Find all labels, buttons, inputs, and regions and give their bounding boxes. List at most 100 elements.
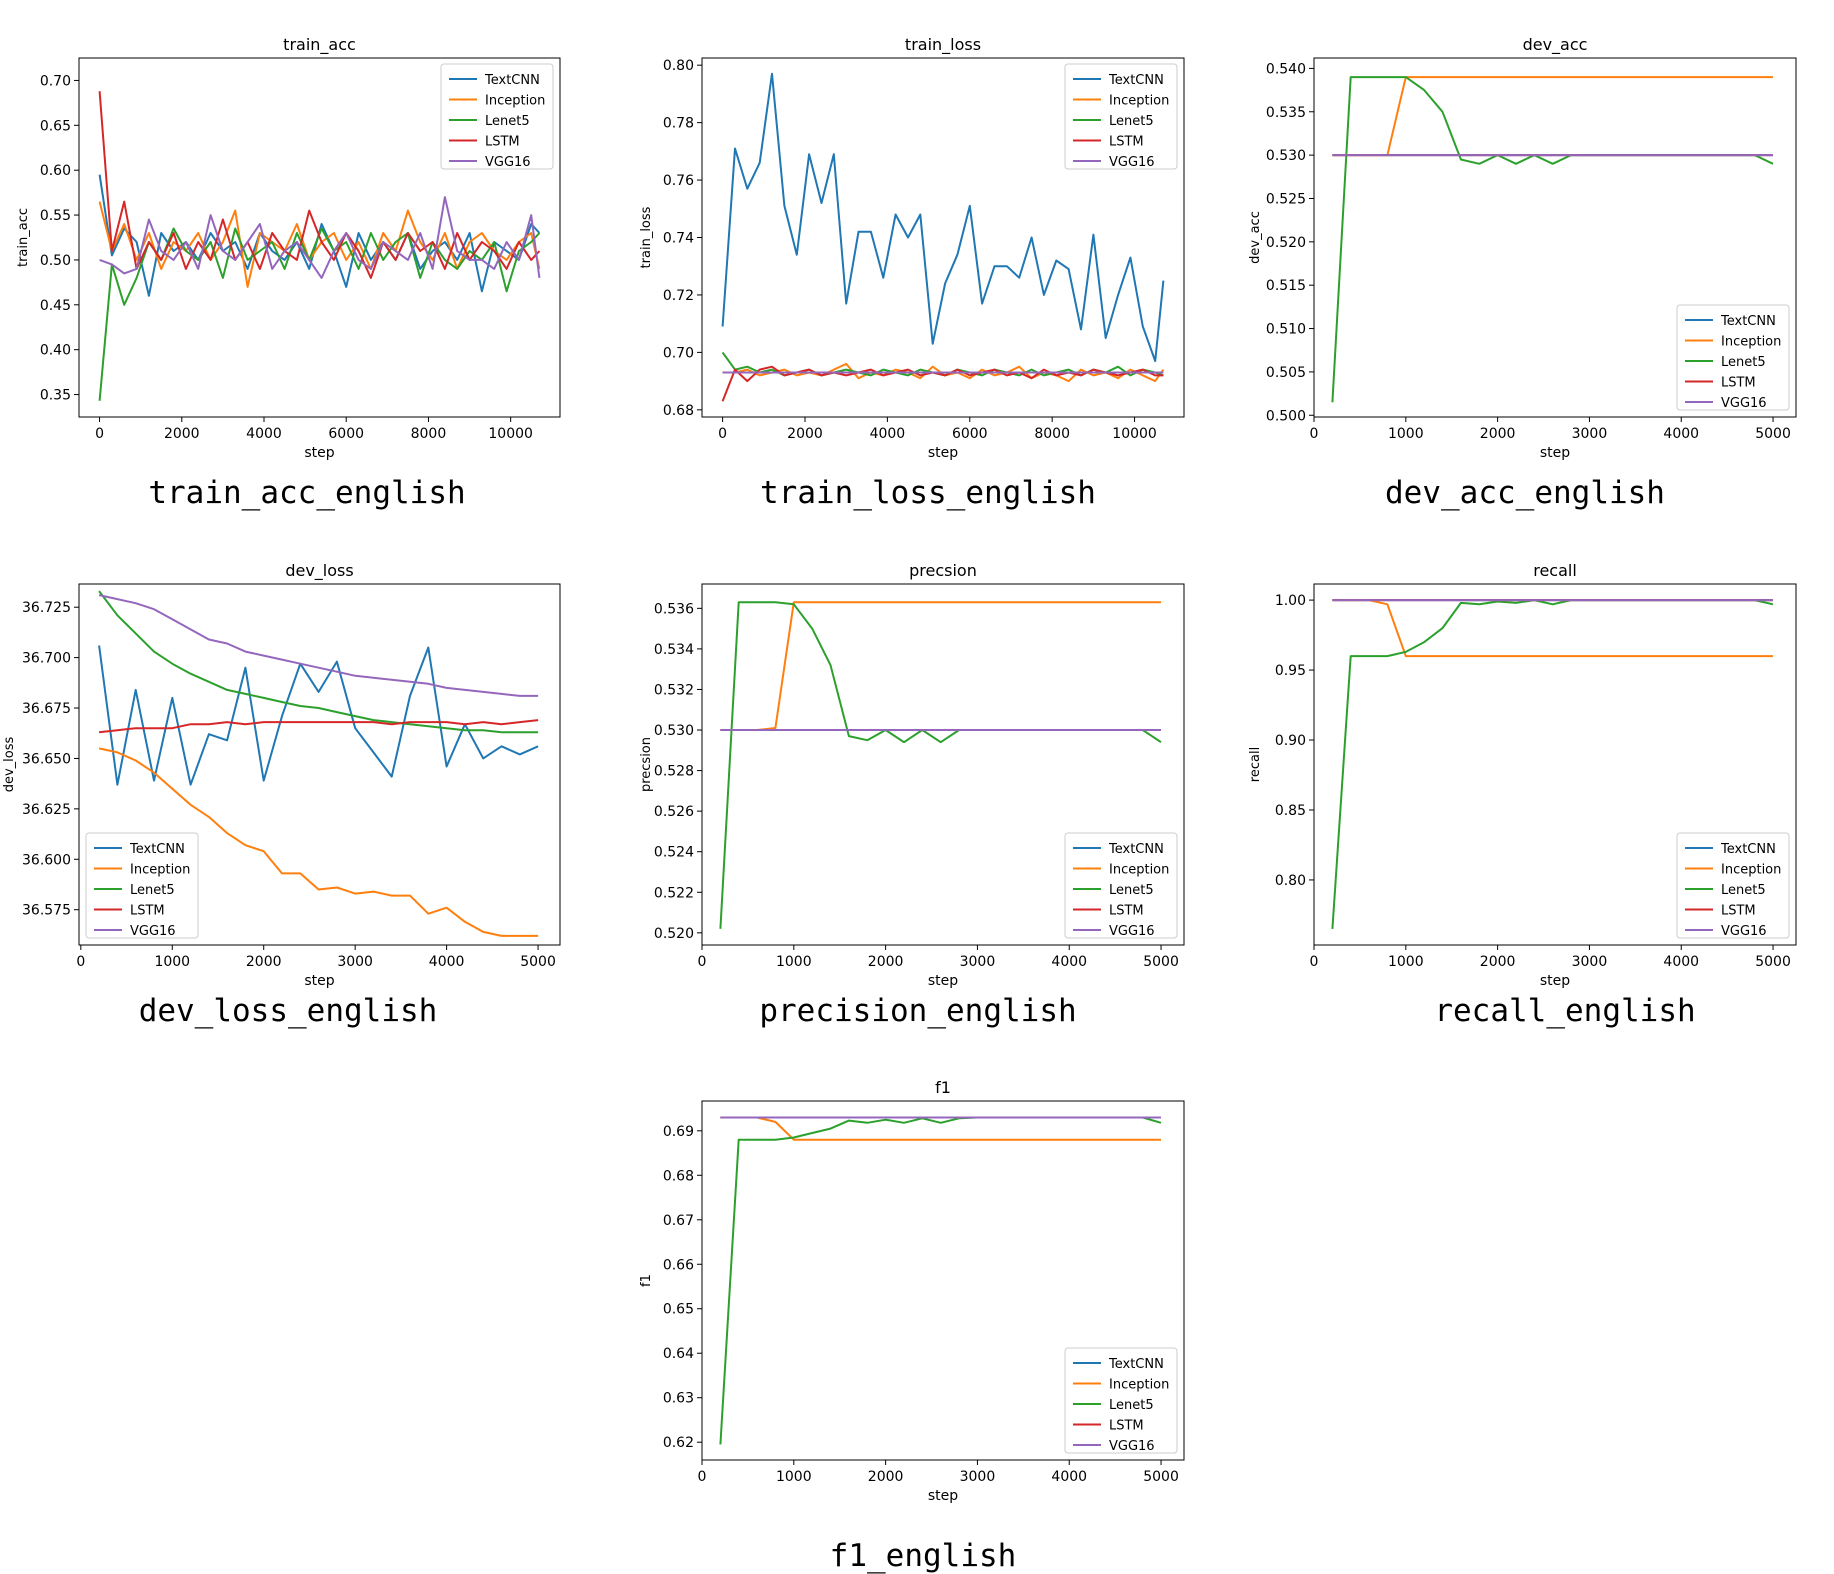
y-tick-label: 0.69 [663, 1124, 694, 1140]
legend-label-lenet5: Lenet5 [130, 883, 175, 898]
x-tick-label: 2000 [246, 954, 282, 970]
y-tick-label: 0.80 [1275, 873, 1306, 889]
chart-title: precsion [909, 561, 977, 580]
y-axis-label: precsion [639, 737, 654, 792]
series-line-textcnn [98, 174, 541, 297]
x-tick-label: 6000 [952, 426, 988, 442]
x-tick-label: 5000 [520, 954, 556, 970]
y-tick-label: 1.00 [1275, 593, 1306, 609]
chart-train-acc: 0 2000 4000 6000 8000 10000 0.35 0.40 0.45 0.50 0.… [16, 35, 561, 461]
y-tick-label: 0.64 [663, 1346, 694, 1362]
x-tick-label: 5000 [1143, 1469, 1179, 1485]
legend-label-textcnn: TextCNN [484, 73, 540, 88]
x-tick-label: 0 [1310, 954, 1319, 970]
x-tick-label: 10000 [1112, 426, 1157, 442]
y-tick-label: 0.522 [654, 885, 694, 901]
x-tick-label: 4000 [1051, 954, 1087, 970]
legend-label-inception: Inception [485, 94, 545, 109]
chart-title: train_loss [905, 35, 981, 55]
legend-label-lstm: LSTM [130, 904, 165, 919]
caption-dev-acc: dev_acc_english [1385, 475, 1665, 511]
series-line-lenet5 [98, 227, 541, 401]
y-tick-label: 36.725 [22, 600, 71, 616]
series-line-inception [98, 747, 539, 937]
caption-f1: f1_english [829, 1538, 1017, 1574]
legend-label-lstm: LSTM [1721, 904, 1756, 919]
x-tick-label: 1000 [1388, 954, 1424, 970]
x-tick-label: 5000 [1755, 954, 1791, 970]
x-tick-label: 3000 [960, 1469, 996, 1485]
y-axis-label: f1 [639, 1274, 654, 1287]
caption-train-acc: train_acc_english [148, 475, 466, 511]
x-tick-label: 8000 [1034, 426, 1070, 442]
x-axis-label: step [1540, 973, 1570, 989]
x-tick-label: 2000 [787, 426, 823, 442]
chart-title: recall [1533, 561, 1577, 580]
y-tick-label: 0.76 [663, 173, 694, 189]
legend-label-vgg16: VGG16 [1721, 924, 1767, 939]
x-tick-label: 2000 [1480, 426, 1516, 442]
x-axis-label: step [304, 445, 334, 461]
y-tick-label: 0.520 [1266, 235, 1306, 251]
y-axis-label: dev_acc [1248, 211, 1263, 264]
legend-label-inception: Inception [1721, 335, 1781, 350]
y-tick-label: 0.532 [654, 682, 694, 698]
x-tick-label: 2000 [868, 1469, 904, 1485]
legend-label-inception: Inception [1109, 863, 1169, 878]
y-tick-label: 0.500 [1266, 408, 1306, 424]
y-tick-label: 0.510 [1266, 322, 1306, 338]
y-tick-label: 0.530 [654, 723, 694, 739]
x-axis-label: step [928, 973, 958, 989]
x-axis-label: step [1540, 445, 1570, 461]
x-tick-label: 4000 [870, 426, 906, 442]
x-axis-label: step [928, 1488, 958, 1504]
y-tick-label: 36.650 [22, 751, 71, 767]
x-tick-label: 3000 [337, 954, 373, 970]
x-tick-label: 2000 [164, 426, 200, 442]
legend: TextCNN Inception Lenet5 LSTM VGG16 [1064, 1347, 1178, 1454]
series-line-vgg16 [99, 196, 541, 279]
x-axis-label: step [304, 973, 334, 989]
y-tick-label: 0.45 [40, 298, 71, 314]
x-tick-label: 8000 [411, 426, 447, 442]
chart-dev-acc: 0 1000 2000 3000 4000 5000 0.500 0.505 0.510 0.51… [1248, 35, 1797, 461]
y-tick-label: 0.74 [663, 231, 694, 247]
legend-label-textcnn: TextCNN [129, 842, 185, 857]
x-tick-label: 1000 [776, 1469, 812, 1485]
x-tick-label: 0 [718, 426, 727, 442]
legend: TextCNN Inception Lenet5 LSTM VGG16 [1064, 63, 1178, 170]
legend-label-textcnn: TextCNN [1720, 314, 1776, 329]
y-tick-label: 0.530 [1266, 148, 1306, 164]
legend-label-inception: Inception [1109, 94, 1169, 109]
legend-label-lenet5: Lenet5 [1109, 1398, 1154, 1413]
x-tick-label: 4000 [1663, 954, 1699, 970]
x-tick-label: 10000 [488, 426, 533, 442]
legend-label-lenet5: Lenet5 [1721, 355, 1766, 370]
legend-label-lstm: LSTM [1109, 1419, 1144, 1434]
chart-title: train_acc [283, 35, 356, 55]
y-tick-label: 0.72 [663, 288, 694, 304]
x-axis-label: step [928, 445, 958, 461]
caption-dev-loss: dev_loss_english [138, 993, 438, 1029]
legend: TextCNN Inception Lenet5 LSTM VGG16 [1676, 304, 1790, 411]
y-tick-label: 0.50 [40, 253, 71, 269]
y-tick-label: 0.520 [654, 926, 694, 942]
x-tick-label: 4000 [1051, 1469, 1087, 1485]
legend-label-textcnn: TextCNN [1720, 842, 1776, 857]
chart-f1: 0 1000 2000 3000 4000 5000 0.62 0.63 0.64 0.65 0.6… [639, 1078, 1185, 1504]
legend-label-inception: Inception [130, 863, 190, 878]
y-tick-label: 0.534 [654, 642, 694, 658]
x-tick-label: 0 [95, 426, 104, 442]
chart-title: f1 [935, 1078, 951, 1097]
x-tick-label: 1000 [1388, 426, 1424, 442]
x-tick-label: 5000 [1143, 954, 1179, 970]
chart-dev-loss: 0 1000 2000 3000 4000 5000 36.575 36.600 36.625 3… [2, 561, 561, 989]
y-tick-label: 0.63 [663, 1391, 694, 1407]
x-tick-label: 4000 [246, 426, 282, 442]
caption-train-loss: train_loss_english [760, 475, 1096, 511]
x-tick-label: 1000 [776, 954, 812, 970]
legend-label-lenet5: Lenet5 [1109, 114, 1154, 129]
legend-label-inception: Inception [1109, 1378, 1169, 1393]
y-tick-label: 0.80 [663, 58, 694, 74]
